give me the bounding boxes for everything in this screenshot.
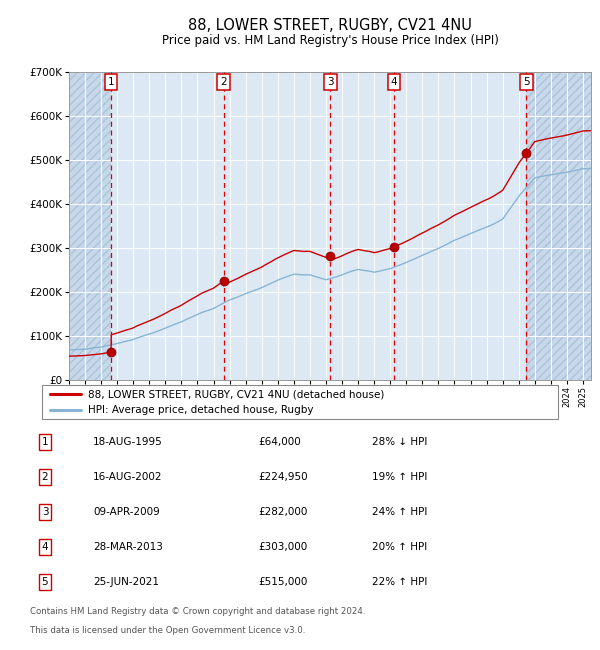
Text: 24% ↑ HPI: 24% ↑ HPI	[372, 507, 427, 517]
Text: 19% ↑ HPI: 19% ↑ HPI	[372, 472, 427, 482]
Text: £64,000: £64,000	[258, 437, 301, 447]
Text: HPI: Average price, detached house, Rugby: HPI: Average price, detached house, Rugb…	[88, 405, 314, 415]
Text: 25-JUN-2021: 25-JUN-2021	[93, 577, 159, 588]
Text: 16-AUG-2002: 16-AUG-2002	[93, 472, 163, 482]
Text: 22% ↑ HPI: 22% ↑ HPI	[372, 577, 427, 588]
Text: 3: 3	[41, 507, 49, 517]
Text: 88, LOWER STREET, RUGBY, CV21 4NU: 88, LOWER STREET, RUGBY, CV21 4NU	[188, 18, 472, 33]
Text: 3: 3	[327, 77, 334, 87]
Text: 4: 4	[391, 77, 397, 87]
Text: 20% ↑ HPI: 20% ↑ HPI	[372, 542, 427, 552]
Text: Contains HM Land Registry data © Crown copyright and database right 2024.: Contains HM Land Registry data © Crown c…	[30, 607, 365, 616]
Text: 2: 2	[41, 472, 49, 482]
Text: 1: 1	[41, 437, 49, 447]
Text: 2: 2	[220, 77, 227, 87]
Text: 09-APR-2009: 09-APR-2009	[93, 507, 160, 517]
Text: 28% ↓ HPI: 28% ↓ HPI	[372, 437, 427, 447]
Text: This data is licensed under the Open Government Licence v3.0.: This data is licensed under the Open Gov…	[30, 627, 305, 636]
Text: 5: 5	[41, 577, 49, 588]
Text: Price paid vs. HM Land Registry's House Price Index (HPI): Price paid vs. HM Land Registry's House …	[161, 34, 499, 47]
Text: £515,000: £515,000	[258, 577, 307, 588]
Text: 18-AUG-1995: 18-AUG-1995	[93, 437, 163, 447]
Text: 1: 1	[108, 77, 115, 87]
Text: £282,000: £282,000	[258, 507, 307, 517]
Text: £303,000: £303,000	[258, 542, 307, 552]
Bar	[526, 72, 591, 380]
Text: 5: 5	[523, 77, 530, 87]
FancyBboxPatch shape	[42, 385, 558, 419]
Bar	[69, 72, 111, 380]
Text: 4: 4	[41, 542, 49, 552]
Text: 28-MAR-2013: 28-MAR-2013	[93, 542, 163, 552]
Text: 88, LOWER STREET, RUGBY, CV21 4NU (detached house): 88, LOWER STREET, RUGBY, CV21 4NU (detac…	[88, 389, 385, 399]
Text: £224,950: £224,950	[258, 472, 308, 482]
